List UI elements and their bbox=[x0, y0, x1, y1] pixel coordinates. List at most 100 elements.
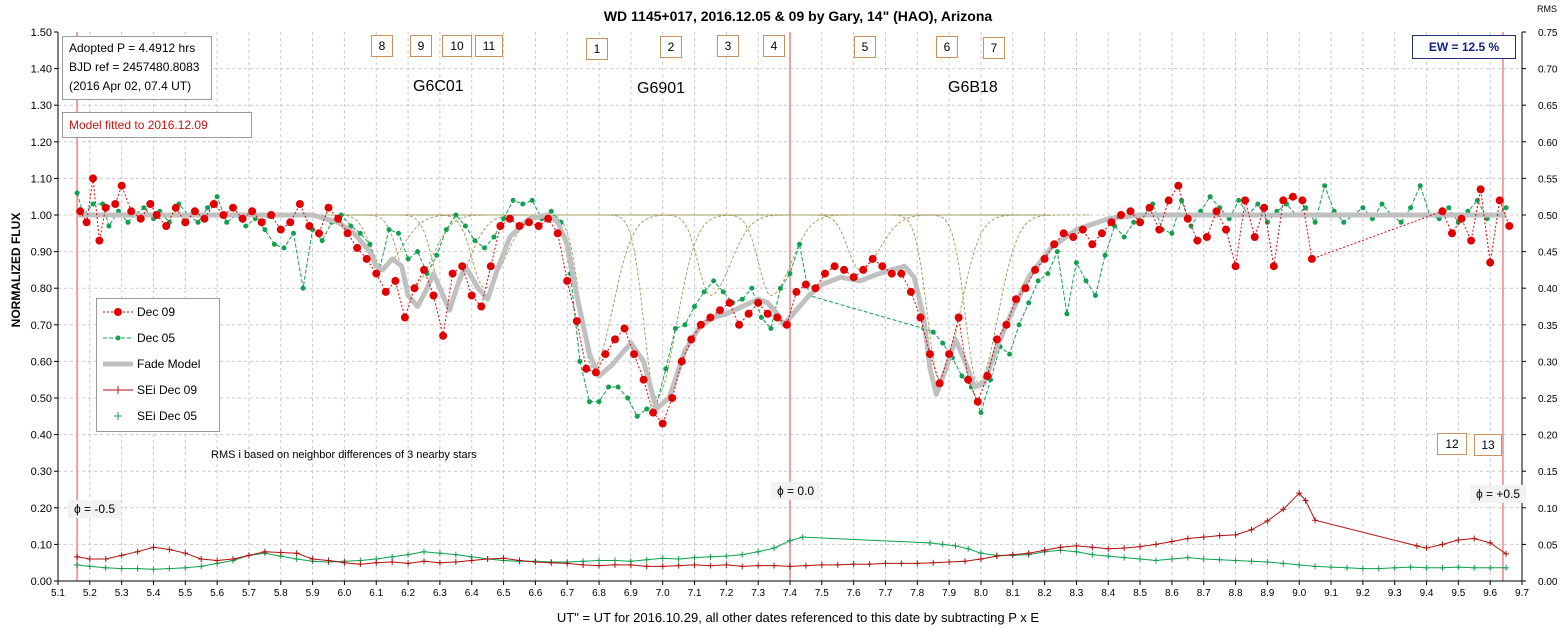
data-point bbox=[978, 410, 984, 416]
y-tick-label: 1.00 bbox=[31, 210, 52, 222]
sei-point bbox=[1121, 554, 1128, 561]
data-point bbox=[1264, 219, 1270, 225]
sei-point bbox=[74, 553, 81, 560]
sei-point bbox=[214, 557, 221, 564]
data-point bbox=[1021, 284, 1030, 293]
data-point bbox=[510, 197, 516, 203]
data-point bbox=[209, 200, 218, 208]
y-tick-label: 0.40 bbox=[31, 430, 52, 442]
sei-point bbox=[1312, 563, 1319, 570]
series-dec-09 bbox=[76, 174, 1514, 428]
sei-point bbox=[707, 553, 714, 560]
data-point bbox=[887, 269, 896, 278]
x-tick-label: 5.9 bbox=[306, 588, 320, 599]
data-point bbox=[716, 306, 724, 315]
y-tick-label: 0.70 bbox=[31, 320, 52, 332]
sei-point bbox=[230, 556, 237, 563]
sei-point bbox=[325, 557, 332, 564]
data-point bbox=[739, 296, 745, 302]
data-point bbox=[663, 366, 669, 372]
data-point bbox=[658, 419, 667, 428]
x-tick-label: 7.3 bbox=[751, 588, 765, 599]
data-point bbox=[744, 309, 753, 318]
sei-point bbox=[898, 560, 905, 567]
data-point bbox=[563, 276, 572, 285]
model-component-curve bbox=[659, 214, 883, 297]
data-point bbox=[200, 214, 209, 223]
data-point bbox=[1031, 265, 1040, 274]
sei-point bbox=[1009, 551, 1016, 558]
data-point bbox=[1231, 262, 1240, 271]
x-tick-label: 5.1 bbox=[51, 588, 65, 599]
sei-point bbox=[1296, 561, 1303, 568]
x-tick-label: 6.1 bbox=[369, 588, 383, 599]
data-point bbox=[439, 331, 448, 340]
y-axis-label: NORMALIZED FLUX bbox=[9, 213, 23, 328]
data-point bbox=[1495, 196, 1504, 205]
sei-point bbox=[1455, 564, 1462, 571]
period-label: Adopted P = 4.4912 hrs bbox=[69, 41, 196, 55]
data-point bbox=[1448, 229, 1456, 238]
sei-point bbox=[1200, 556, 1207, 563]
sei-point bbox=[755, 548, 762, 555]
data-point bbox=[615, 384, 621, 390]
sei-point bbox=[691, 554, 698, 561]
data-point bbox=[486, 262, 495, 271]
data-point bbox=[758, 315, 764, 320]
data-point bbox=[117, 181, 126, 190]
sei-point bbox=[468, 557, 475, 564]
data-point bbox=[1117, 211, 1125, 219]
data-point bbox=[1059, 229, 1068, 238]
data-point bbox=[992, 335, 1001, 344]
y-tick-label: 1.50 bbox=[31, 27, 52, 39]
sei-point bbox=[882, 560, 889, 567]
data-point bbox=[735, 320, 744, 329]
data-point bbox=[462, 223, 468, 229]
sei-point bbox=[102, 556, 109, 563]
sei-point bbox=[1423, 545, 1430, 552]
data-point bbox=[525, 218, 533, 227]
data-point bbox=[248, 207, 257, 216]
data-point bbox=[1457, 214, 1466, 223]
data-point bbox=[1040, 254, 1049, 263]
sei-point bbox=[1137, 556, 1144, 563]
data-point bbox=[1417, 183, 1423, 189]
data-point bbox=[1360, 205, 1366, 211]
sei-point bbox=[118, 565, 125, 572]
x-tick-label: 9.1 bbox=[1324, 588, 1338, 599]
data-point bbox=[90, 201, 96, 207]
x-tick-label: 6.0 bbox=[337, 588, 351, 599]
sei-point bbox=[1184, 554, 1191, 561]
sei-point bbox=[198, 556, 205, 563]
data-point bbox=[1438, 207, 1447, 216]
data-point bbox=[677, 357, 686, 366]
y-tick-label: 1.10 bbox=[31, 173, 52, 185]
y2-tick-label: 0.00 bbox=[1538, 577, 1558, 588]
sei-point bbox=[723, 553, 730, 560]
data-point bbox=[1093, 293, 1098, 298]
sei-point bbox=[952, 542, 959, 549]
data-point bbox=[696, 320, 705, 329]
sei-point bbox=[548, 559, 555, 566]
data-point bbox=[634, 413, 640, 419]
legend-label-fade-model: Fade Model bbox=[137, 357, 201, 371]
y2-tick-label: 0.05 bbox=[1538, 540, 1558, 551]
chart-title: WD 1145+017, 2016.12.05 & 09 by Gary, 14… bbox=[604, 8, 993, 24]
data-point bbox=[1131, 219, 1137, 225]
data-point bbox=[491, 234, 497, 240]
data-point bbox=[396, 230, 401, 236]
sei-point bbox=[484, 556, 491, 563]
y2-tick-label: 0.35 bbox=[1538, 321, 1558, 332]
x-tick-label: 6.5 bbox=[497, 588, 511, 599]
sei-point bbox=[309, 556, 316, 563]
data-point bbox=[1236, 197, 1242, 203]
sei-point bbox=[452, 551, 459, 558]
sei-point bbox=[389, 558, 396, 565]
data-point bbox=[141, 205, 147, 211]
sei-point bbox=[946, 558, 953, 565]
data-point bbox=[95, 236, 104, 245]
sei-point bbox=[1232, 531, 1239, 538]
ref-date-label: (2016 Apr 02, 07.4 UT) bbox=[69, 79, 192, 93]
sei-point bbox=[1264, 517, 1271, 524]
data-point bbox=[687, 335, 696, 344]
